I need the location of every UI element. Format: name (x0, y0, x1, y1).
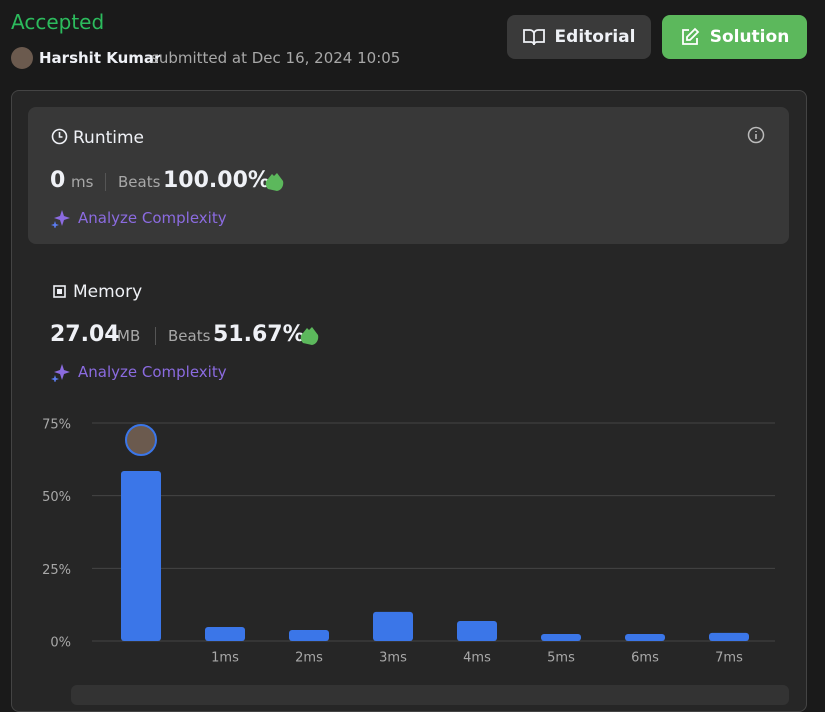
solution-button[interactable]: Solution (662, 15, 807, 59)
clap-icon (265, 173, 284, 191)
bar (121, 470, 161, 641)
y-tick-label: 50% (42, 490, 71, 505)
x-tick-label: 3ms (379, 651, 407, 666)
clock-icon (51, 128, 68, 145)
runtime-unit: ms (71, 173, 94, 191)
beats-label: Beats (118, 173, 161, 191)
y-tick-label: 0% (50, 636, 71, 651)
bar (373, 611, 413, 641)
bar (457, 620, 497, 641)
runtime-box[interactable] (28, 107, 789, 244)
chart: 0% 25% 50% 75% 1ms 2ms 3ms 4ms 5ms 6ms 7ms (42, 418, 775, 666)
bar (541, 634, 581, 641)
editorial-label: Editorial (554, 27, 636, 47)
edit-icon (681, 27, 699, 45)
runtime-title: Runtime (73, 128, 145, 148)
page: Accepted Harshit Kumar submitted at Dec … (11, 10, 807, 712)
chip-icon (53, 285, 66, 298)
bar (709, 632, 749, 641)
x-tick-label: 2ms (295, 651, 323, 666)
x-tick-label: 7ms (715, 651, 743, 666)
avatar[interactable] (11, 47, 33, 69)
runtime-beats: 100.00% (163, 168, 270, 193)
divider (105, 173, 106, 191)
user-marker (125, 424, 157, 456)
x-tick-label: 5ms (547, 651, 575, 666)
bar (625, 634, 665, 641)
analyze-link[interactable]: Analyze Complexity (78, 363, 227, 381)
bar (205, 627, 245, 641)
code-panel (71, 685, 789, 705)
beats-label: Beats (168, 327, 211, 345)
x-tick-label: 6ms (631, 651, 659, 666)
user-name[interactable]: Harshit Kumar (39, 49, 162, 67)
memory-unit: MB (117, 327, 141, 345)
x-tick-label: 4ms (463, 651, 491, 666)
submitted-at: submitted at Dec 16, 2024 10:05 (151, 49, 401, 67)
status: Accepted (11, 10, 105, 34)
clap-icon (300, 327, 319, 345)
analyze-link[interactable]: Analyze Complexity (78, 209, 227, 227)
book-icon (522, 29, 545, 46)
memory-title: Memory (73, 282, 143, 302)
memory-beats: 51.67% (213, 322, 305, 347)
solution-label: Solution (709, 27, 790, 47)
bar (289, 629, 329, 641)
x-tick-label: 1ms (211, 651, 239, 666)
editorial-button[interactable]: Editorial (507, 15, 651, 59)
info-icon[interactable] (747, 126, 765, 144)
sparkle-icon (51, 210, 70, 228)
sparkle-icon (51, 364, 70, 382)
divider (155, 327, 156, 345)
runtime-value: 0 (50, 168, 66, 193)
memory-value: 27.04 (50, 322, 120, 347)
y-tick-label: 75% (42, 418, 71, 433)
y-tick-label: 25% (42, 563, 71, 578)
